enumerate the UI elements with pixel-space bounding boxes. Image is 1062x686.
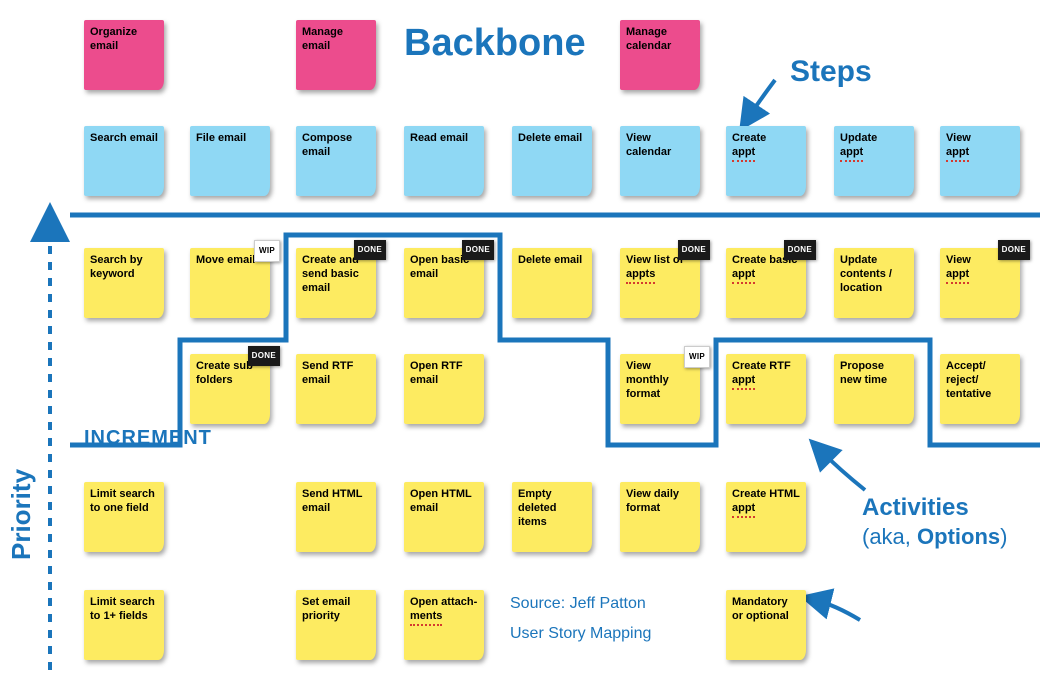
mandatory-callout-arrow xyxy=(815,600,860,620)
activity-note: Open HTML email xyxy=(404,482,484,552)
activity-note: View monthly formatWIP xyxy=(620,354,700,424)
source-line-2: User Story Mapping xyxy=(510,625,651,643)
activity-note: Send RTF email xyxy=(296,354,376,424)
step-note: File email xyxy=(190,126,270,196)
activity-note: Limit search to one field xyxy=(84,482,164,552)
done-badge: DONE xyxy=(462,240,494,260)
done-badge: DONE xyxy=(784,240,816,260)
activity-note: Search by keyword xyxy=(84,248,164,318)
activity-note: Mandatory or optional xyxy=(726,590,806,660)
diagram-lines xyxy=(0,0,1062,686)
priority-axis-label: Priority xyxy=(6,469,37,560)
activity-note: Open RTF email xyxy=(404,354,484,424)
activity-note: Open basic emailDONE xyxy=(404,248,484,318)
activity-note: Propose new time xyxy=(834,354,914,424)
backbone-note: Manage calendar xyxy=(620,20,700,90)
activity-note: Delete email xyxy=(512,248,592,318)
activity-note: Create RTFappt xyxy=(726,354,806,424)
activities-label: Activities xyxy=(862,494,969,522)
activities-sublabel: (aka, (aka, Options)Options) xyxy=(862,524,1007,550)
activity-note: Create HTMLappt xyxy=(726,482,806,552)
activity-note: View daily format xyxy=(620,482,700,552)
activity-note: Create and send basic emailDONE xyxy=(296,248,376,318)
step-note: View calendar xyxy=(620,126,700,196)
increment-label: INCREMENT xyxy=(84,427,212,450)
activity-note: Empty deleted items xyxy=(512,482,592,552)
activity-note: Open attach-ments xyxy=(404,590,484,660)
done-badge: DONE xyxy=(678,240,710,260)
backbone-label: Backbone xyxy=(404,22,586,65)
activity-note: Accept/ reject/ tentative xyxy=(940,354,1020,424)
activity-note: Set email priority xyxy=(296,590,376,660)
source-line-1: Source: Jeff Patton xyxy=(510,595,646,613)
done-badge: DONE xyxy=(998,240,1030,260)
done-badge: DONE xyxy=(354,240,386,260)
steps-callout-arrow xyxy=(748,80,775,118)
activity-note: ViewapptDONE xyxy=(940,248,1020,318)
activity-note: Send HTML email xyxy=(296,482,376,552)
backbone-note: Organize email xyxy=(84,20,164,90)
step-note: Viewappt xyxy=(940,126,1020,196)
step-note: Compose email xyxy=(296,126,376,196)
activity-note: Create basicapptDONE xyxy=(726,248,806,318)
wip-badge: WIP xyxy=(684,346,710,368)
step-note: Createappt xyxy=(726,126,806,196)
steps-label: Steps xyxy=(790,55,872,89)
activity-note: View list ofapptsDONE xyxy=(620,248,700,318)
step-note: Search email xyxy=(84,126,164,196)
activity-note: Create sub foldersDONE xyxy=(190,354,270,424)
step-note: Delete email xyxy=(512,126,592,196)
step-note: Read email xyxy=(404,126,484,196)
step-note: Updateappt xyxy=(834,126,914,196)
activity-note: Limit search to 1+ fields xyxy=(84,590,164,660)
wip-badge: WIP xyxy=(254,240,280,262)
backbone-note: Manage email xyxy=(296,20,376,90)
activities-callout-arrow xyxy=(820,450,865,490)
done-badge: DONE xyxy=(248,346,280,366)
activity-note: Update contents / location xyxy=(834,248,914,318)
activity-note: Move emailWIP xyxy=(190,248,270,318)
